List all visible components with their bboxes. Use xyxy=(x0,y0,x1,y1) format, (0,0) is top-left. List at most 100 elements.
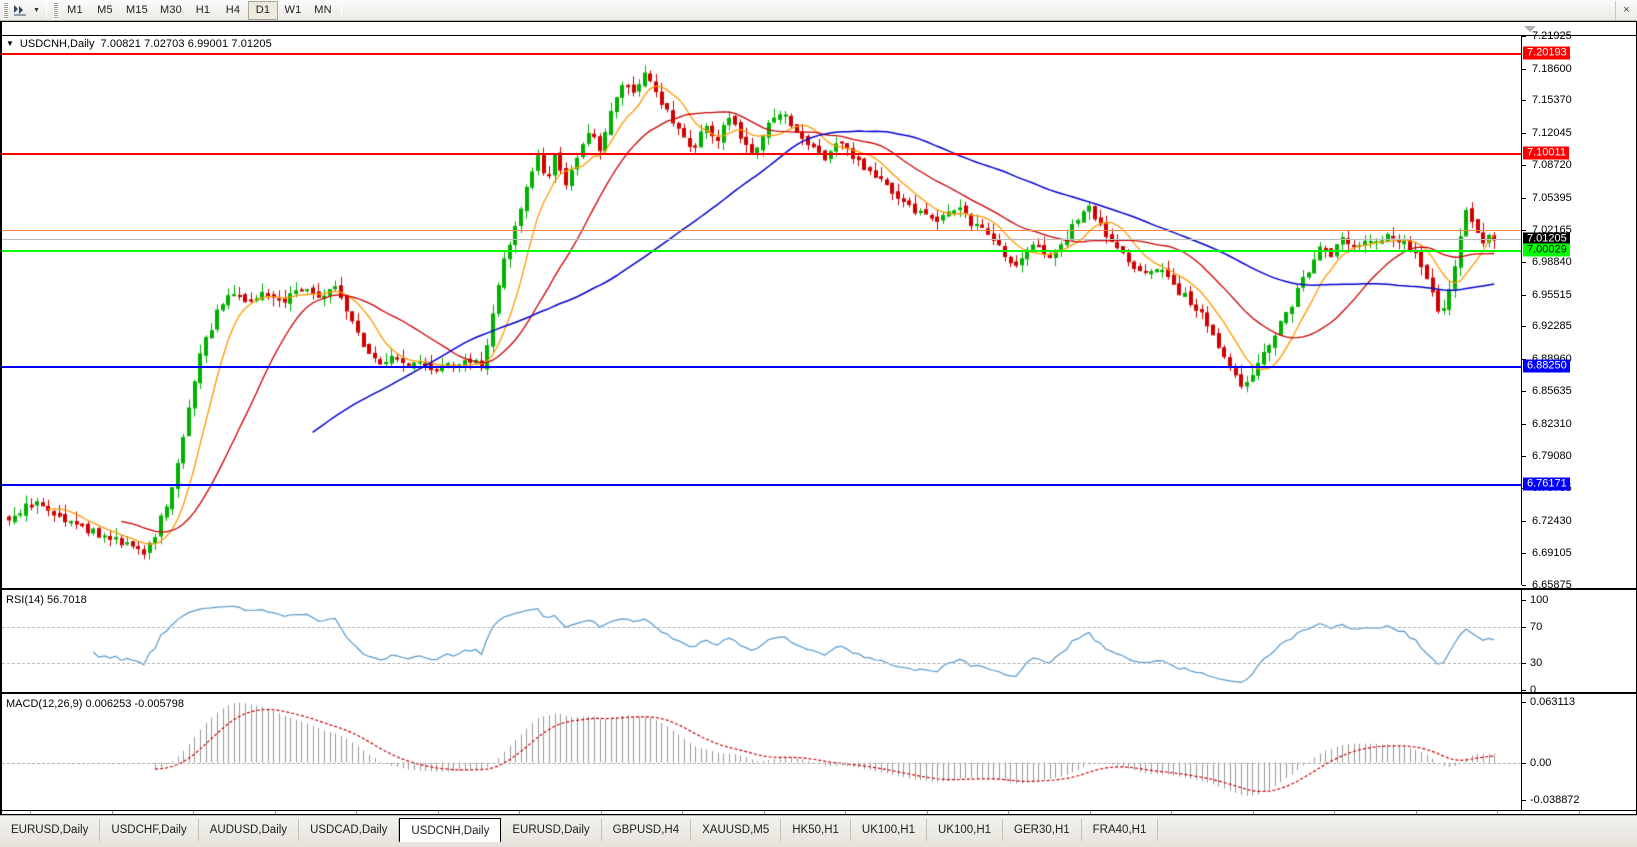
timeframe-button-h4[interactable]: H4 xyxy=(225,4,241,16)
rsi-tick-label: 30 xyxy=(1530,657,1543,669)
dropdown-caret-icon[interactable]: ▼ xyxy=(33,6,40,14)
candlestick-canvas xyxy=(2,36,1521,585)
date-tick xyxy=(111,811,113,814)
macd-axis: 0.063113 0.00 -0.038872 xyxy=(1521,692,1636,810)
price-tick xyxy=(1522,585,1526,586)
rsi-pane[interactable]: RSI(14) 56.7018 xyxy=(2,588,1521,692)
price-tick-label: 7.15370 xyxy=(1532,94,1572,107)
chart-tab-gbpusd-h4[interactable]: GBPUSD,H4 xyxy=(602,819,692,841)
chart-tab-usdcad-daily[interactable]: USDCAD,Daily xyxy=(299,819,400,841)
chart-tab-eurusd-daily[interactable]: EURUSD,Daily xyxy=(501,819,602,841)
date-tick xyxy=(600,811,602,814)
rsi-axis: 100 70 30 0 xyxy=(1521,588,1636,696)
rsi-tick xyxy=(1522,663,1526,664)
price-tick-label: 6.85635 xyxy=(1532,385,1572,398)
timeframe-button-m15[interactable]: M15 xyxy=(126,4,148,16)
level-line-support[interactable] xyxy=(2,365,1521,368)
chart-window[interactable]: ▼ USDCNH,Daily 7.00821 7.02703 6.99001 7… xyxy=(0,21,1637,815)
date-tick xyxy=(193,811,194,814)
price-tick xyxy=(1522,553,1526,555)
timeframe-button-m30[interactable]: M30 xyxy=(160,4,182,16)
price-tick xyxy=(1522,391,1526,393)
chart-tab-usdcnh-daily[interactable]: USDCNH,Daily xyxy=(399,818,502,842)
date-tick xyxy=(30,811,31,814)
rsi-tick-label: 70 xyxy=(1530,621,1543,633)
price-tick xyxy=(1522,165,1526,167)
level-line-support[interactable] xyxy=(2,484,1521,487)
price-tick xyxy=(1522,520,1526,522)
toolbar-drag-handle[interactable] xyxy=(3,1,8,19)
resistance-label-710011[interactable]: 7.10011 xyxy=(1523,146,1569,160)
support-label-676171[interactable]: 6.76171 xyxy=(1523,477,1570,491)
timeframe-drag-handle[interactable] xyxy=(53,1,58,19)
timeframe-button-w1[interactable]: W1 xyxy=(284,4,302,16)
price-tick-label: 7.05395 xyxy=(1532,191,1572,204)
chart-tab-xauusd-m5[interactable]: XAUUSD,M5 xyxy=(691,819,782,841)
price-tick xyxy=(1522,229,1526,231)
level-line-bid[interactable] xyxy=(2,250,1521,253)
chart-tab-usdchf-daily[interactable]: USDCHF,Daily xyxy=(100,819,199,841)
rsi-legend: RSI(14) 56.7018 xyxy=(6,594,87,606)
price-tick xyxy=(1522,132,1526,134)
price-tick xyxy=(1522,100,1526,102)
resistance-label-720193[interactable]: 7.20193 xyxy=(1523,46,1570,60)
chart-title-bar: ▼ USDCNH,Daily 7.00821 7.02703 6.99001 7… xyxy=(4,36,272,51)
date-tick xyxy=(519,811,520,814)
rsi-tick-label: 0 xyxy=(1530,684,1537,696)
price-tick-label: 6.79080 xyxy=(1532,449,1572,462)
price-tick-label: 7.12045 xyxy=(1532,126,1572,139)
price-tick-label: 6.92285 xyxy=(1532,320,1572,333)
timeframe-button-h1[interactable]: H1 xyxy=(195,4,211,16)
chart-tab-audusd-daily[interactable]: AUDUSD,Daily xyxy=(199,819,300,841)
rsi-tick-label: 100 xyxy=(1530,594,1549,606)
price-axis[interactable]: 7.21925 7.18600 7.15370 7.12045 7.08720 7.053… xyxy=(1521,30,1636,591)
level-line-resistance[interactable] xyxy=(2,152,1521,155)
date-tick xyxy=(274,811,276,814)
chart-menu-caret-icon[interactable]: ▼ xyxy=(6,39,14,48)
rsi-level-30 xyxy=(2,663,1521,664)
chart-tab-uk100-h1[interactable]: UK100,H1 xyxy=(851,819,927,841)
price-tick xyxy=(1522,68,1526,70)
timeframe-button-d1[interactable]: D1 xyxy=(248,0,278,20)
chart-tab-fra40-h1[interactable]: FRA40,H1 xyxy=(1082,819,1159,841)
level-line-last[interactable] xyxy=(2,238,1521,240)
price-tick-label: 7.21925 xyxy=(1532,30,1572,42)
toolbar-separator xyxy=(46,2,47,18)
date-tick xyxy=(1334,811,1335,814)
chart-tab-hk50-h1[interactable]: HK50,H1 xyxy=(781,819,851,841)
price-tick-label: 6.82310 xyxy=(1532,418,1572,431)
chart-tab-uk100-h1[interactable]: UK100,H1 xyxy=(927,819,1004,841)
date-tick xyxy=(926,811,928,814)
price-tick xyxy=(1522,294,1526,296)
price-tick-label: 6.72430 xyxy=(1532,514,1572,527)
macd-tick-label: 0.00 xyxy=(1530,756,1552,769)
date-tick xyxy=(1008,811,1009,814)
level-line-ask[interactable] xyxy=(2,229,1521,231)
price-chart-pane[interactable] xyxy=(2,36,1521,585)
date-tick xyxy=(1171,811,1172,814)
chart-tab-ger30-h1[interactable]: GER30,H1 xyxy=(1003,819,1082,841)
macd-zero-line xyxy=(2,762,1521,764)
bid-price-label[interactable]: 7.00029 xyxy=(1523,243,1570,257)
cursor-crosshair-icon[interactable] xyxy=(10,1,30,20)
timeframe-button-m5[interactable]: M5 xyxy=(97,4,113,16)
top-toolbar: ▼ M1 M5 M15 M30 H1 H4 D1 W1 MN × xyxy=(0,0,1637,21)
toolbar-separator xyxy=(341,2,342,18)
macd-tick-label: 0.063113 xyxy=(1530,696,1576,708)
macd-pane[interactable]: MACD(12,26,9) 0.006253 -0.005798 xyxy=(2,692,1521,810)
autoscroll-marker-icon xyxy=(1524,26,1536,32)
macd-canvas xyxy=(2,694,1521,810)
date-tick xyxy=(682,811,683,814)
price-tick-label: 7.08720 xyxy=(1532,159,1572,172)
date-tick xyxy=(356,811,357,814)
level-line-resistance[interactable] xyxy=(2,52,1521,55)
timeframe-button-m1[interactable]: M1 xyxy=(67,4,83,16)
chart-tab-eurusd-daily[interactable]: EURUSD,Daily xyxy=(0,819,101,841)
support-label-688250[interactable]: 6.88250 xyxy=(1523,359,1570,373)
price-tick-label: 6.69105 xyxy=(1532,547,1572,560)
last-price-label[interactable]: 7.01205 xyxy=(1523,232,1570,246)
macd-tick xyxy=(1522,702,1526,703)
date-tick xyxy=(1252,811,1254,814)
timeframe-button-mn[interactable]: MN xyxy=(314,4,332,16)
close-icon[interactable]: × xyxy=(1615,0,1637,20)
